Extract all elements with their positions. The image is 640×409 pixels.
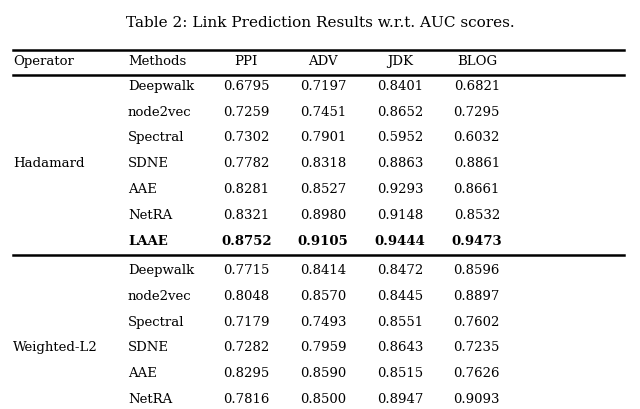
Text: 0.5952: 0.5952: [377, 131, 423, 144]
Text: Deepwalk: Deepwalk: [128, 263, 195, 276]
Text: 0.7179: 0.7179: [223, 315, 269, 328]
Text: 0.8897: 0.8897: [454, 289, 500, 302]
Text: 0.8527: 0.8527: [300, 183, 346, 196]
Text: Spectral: Spectral: [128, 315, 184, 328]
Text: 0.9473: 0.9473: [451, 234, 502, 247]
Text: JDK: JDK: [387, 54, 413, 67]
Text: 0.7295: 0.7295: [454, 106, 500, 118]
Text: AAE: AAE: [128, 183, 157, 196]
Text: 0.8515: 0.8515: [377, 366, 423, 379]
Text: 0.8472: 0.8472: [377, 263, 423, 276]
Text: AAE: AAE: [128, 366, 157, 379]
Text: BLOG: BLOG: [457, 54, 497, 67]
Text: Operator: Operator: [13, 54, 74, 67]
Text: node2vec: node2vec: [128, 289, 191, 302]
Text: 0.8295: 0.8295: [223, 366, 269, 379]
Text: Weighted-L2: Weighted-L2: [13, 341, 97, 353]
Text: node2vec: node2vec: [128, 106, 191, 118]
Text: 0.8752: 0.8752: [221, 234, 272, 247]
Text: 0.9105: 0.9105: [298, 234, 349, 247]
Text: 0.8318: 0.8318: [300, 157, 346, 170]
Text: 0.7816: 0.7816: [223, 392, 269, 405]
Text: 0.8532: 0.8532: [454, 209, 500, 221]
Text: 0.7715: 0.7715: [223, 263, 269, 276]
Text: 0.9093: 0.9093: [454, 392, 500, 405]
Text: 0.7493: 0.7493: [300, 315, 346, 328]
Text: 0.7901: 0.7901: [300, 131, 346, 144]
Text: 0.8551: 0.8551: [377, 315, 423, 328]
Text: NetRA: NetRA: [128, 392, 172, 405]
Text: 0.7282: 0.7282: [223, 341, 269, 353]
Text: 0.8863: 0.8863: [377, 157, 423, 170]
Text: Spectral: Spectral: [128, 131, 184, 144]
Text: 0.9148: 0.9148: [377, 209, 423, 221]
Text: 0.8590: 0.8590: [300, 366, 346, 379]
Text: 0.8414: 0.8414: [300, 263, 346, 276]
Text: 0.6821: 0.6821: [454, 80, 500, 92]
Text: 0.8321: 0.8321: [223, 209, 269, 221]
Text: ADV: ADV: [308, 54, 338, 67]
Text: 0.8570: 0.8570: [300, 289, 346, 302]
Text: Table 2: Link Prediction Results w.r.t. AUC scores.: Table 2: Link Prediction Results w.r.t. …: [125, 16, 515, 30]
Text: 0.6795: 0.6795: [223, 80, 269, 92]
Text: 0.9293: 0.9293: [377, 183, 423, 196]
Text: 0.7451: 0.7451: [300, 106, 346, 118]
Text: 0.7197: 0.7197: [300, 80, 346, 92]
Text: 0.9444: 0.9444: [374, 234, 426, 247]
Text: 0.8596: 0.8596: [454, 263, 500, 276]
Text: 0.8048: 0.8048: [223, 289, 269, 302]
Text: LAAE: LAAE: [128, 234, 168, 247]
Text: 0.7959: 0.7959: [300, 341, 346, 353]
Text: 0.8643: 0.8643: [377, 341, 423, 353]
Text: 0.7302: 0.7302: [223, 131, 269, 144]
Text: 0.8980: 0.8980: [300, 209, 346, 221]
Text: 0.7626: 0.7626: [454, 366, 500, 379]
Text: 0.6032: 0.6032: [454, 131, 500, 144]
Text: PPI: PPI: [235, 54, 258, 67]
Text: 0.8861: 0.8861: [454, 157, 500, 170]
Text: SDNE: SDNE: [128, 341, 169, 353]
Text: Deepwalk: Deepwalk: [128, 80, 195, 92]
Text: 0.8947: 0.8947: [377, 392, 423, 405]
Text: SDNE: SDNE: [128, 157, 169, 170]
Text: 0.7259: 0.7259: [223, 106, 269, 118]
Text: 0.8401: 0.8401: [377, 80, 423, 92]
Text: 0.8500: 0.8500: [300, 392, 346, 405]
Text: 0.8281: 0.8281: [223, 183, 269, 196]
Text: 0.7235: 0.7235: [454, 341, 500, 353]
Text: Methods: Methods: [128, 54, 186, 67]
Text: NetRA: NetRA: [128, 209, 172, 221]
Text: 0.8661: 0.8661: [454, 183, 500, 196]
Text: 0.8652: 0.8652: [377, 106, 423, 118]
Text: 0.7602: 0.7602: [454, 315, 500, 328]
Text: 0.7782: 0.7782: [223, 157, 269, 170]
Text: 0.8445: 0.8445: [377, 289, 423, 302]
Text: Hadamard: Hadamard: [13, 157, 84, 170]
